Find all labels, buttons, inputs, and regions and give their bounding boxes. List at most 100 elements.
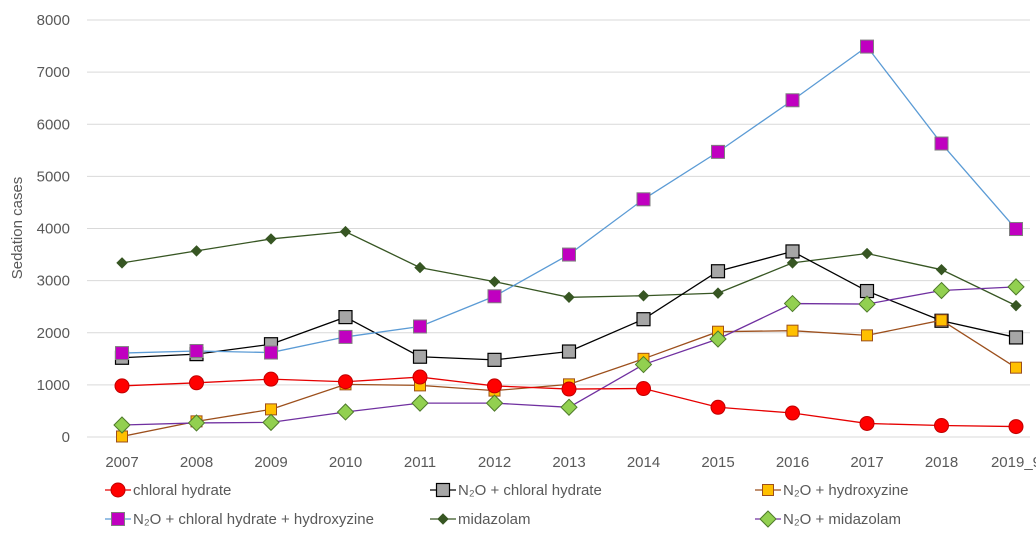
y-tick-label: 0 [62,429,70,446]
legend-label: N₂O + chloral hydrate [458,482,602,499]
x-tick-label: 2009 [254,454,287,471]
x-tick-label: 2015 [701,454,734,471]
x-tick-label: 2019_9 [991,454,1036,471]
data-point [1009,222,1023,237]
data-point [934,418,949,434]
legend: chloral hydrate N₂O + chloral hydrate N₂O … [105,482,908,528]
data-point [338,329,353,344]
y-axis-ticks: 0 1000 2000 3000 4000 5000 6000 7000 8000 [37,12,70,446]
y-tick-label: 7000 [37,64,70,81]
data-point [487,352,502,367]
data-point [1008,330,1024,345]
data-point [710,399,726,415]
data-point [412,349,428,364]
data-point [637,290,650,302]
data-point [786,257,799,269]
data-point [636,192,651,207]
x-tick-label: 2018 [925,454,958,471]
legend-label: N₂O + chloral hydrate + hydroxyzine [133,511,374,528]
legend-item: chloral hydrate [105,482,231,499]
x-tick-label: 2008 [180,454,213,471]
legend-marker [759,510,777,528]
data-point [785,244,800,259]
data-point [786,324,799,337]
data-point [190,245,203,257]
data-point [935,314,948,327]
data-point [561,344,577,359]
legend-label: N₂O + hydroxyzine [783,482,908,499]
data-point [262,413,280,432]
series-line [121,250,1017,361]
data-point [339,225,352,238]
data-point [265,233,277,245]
data-point [563,291,575,304]
data-point [187,414,206,432]
series-0 [114,369,1024,435]
data-point [935,263,948,276]
x-tick-label: 2013 [552,454,585,471]
data-point [785,405,800,421]
data-point [934,136,949,151]
data-point [488,275,501,288]
y-tick-label: 6000 [37,116,70,133]
legend-label: midazolam [458,511,531,528]
data-point [413,319,427,334]
x-tick-label: 2011 [404,454,436,471]
legend-item: N₂O + midazolam [755,510,901,528]
data-point [338,310,353,325]
data-point [861,329,873,342]
data-point [634,355,653,374]
x-tick-label: 2012 [478,454,511,471]
legend-marker [435,482,451,498]
data-point [859,415,875,431]
data-point [861,247,873,260]
data-point [561,381,577,397]
x-tick-label: 2010 [329,454,362,471]
legend-item: N₂O + hydroxyzine [755,482,908,499]
data-point [636,381,651,397]
legend-item: N₂O + chloral hydrate [430,482,602,499]
data-point [712,287,724,299]
legend-marker [110,482,126,498]
data-point [487,378,502,394]
data-point [263,371,279,387]
series-3 [115,39,1023,361]
data-point [414,261,426,274]
data-point [116,257,128,269]
data-point [709,330,727,348]
x-tick-label: 2016 [776,454,809,471]
legend-marker [437,513,449,525]
y-tick-label: 2000 [37,325,70,342]
series-5 [113,278,1025,434]
data-point [411,394,429,412]
data-point [412,369,428,385]
y-tick-label: 3000 [37,273,70,290]
legend-marker [762,484,774,496]
data-point [114,378,130,394]
x-tick-label: 2007 [105,454,138,471]
y-axis-title: Sedation cases [9,177,26,280]
data-point [264,345,278,360]
y-tick-label: 8000 [37,12,70,29]
series-group [113,39,1025,443]
data-point [113,416,131,434]
data-point [336,403,355,421]
gridlines [87,19,1030,438]
data-point [785,93,800,108]
x-tick-label: 2014 [627,454,660,471]
x-tick-label: 2017 [850,454,883,471]
data-point [338,374,353,390]
legend-label: chloral hydrate [133,482,231,499]
data-point [115,346,129,361]
legend-marker [111,512,125,526]
legend-item: midazolam [430,511,531,528]
data-point [487,289,502,304]
data-point [189,343,204,358]
data-point [485,394,504,412]
series-4 [116,225,1022,312]
data-point [860,39,874,54]
data-point [1010,361,1022,374]
data-point [932,281,951,300]
data-point [858,295,876,313]
